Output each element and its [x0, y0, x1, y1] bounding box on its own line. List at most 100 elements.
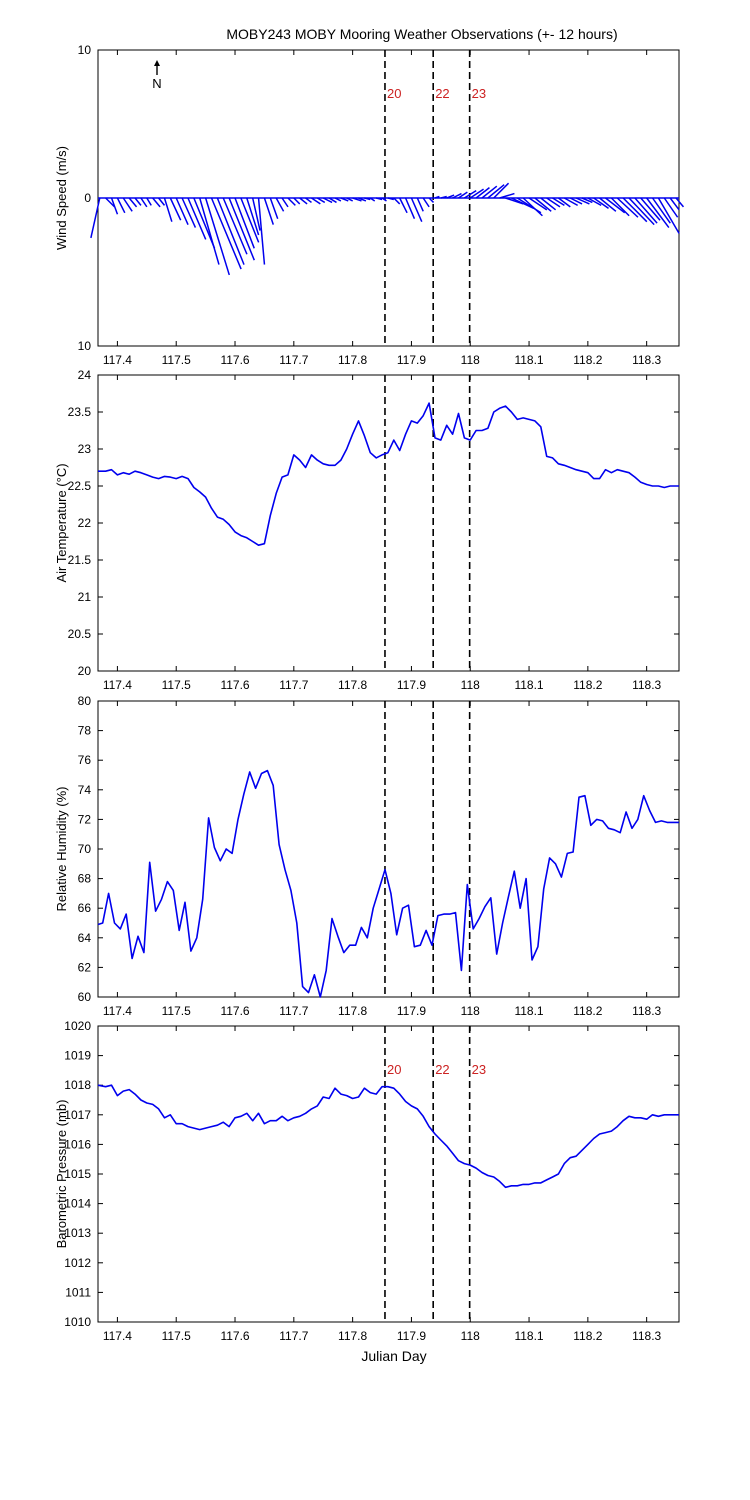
wind-vector — [246, 197, 260, 236]
wind-vector — [122, 197, 133, 212]
wind-vector — [257, 197, 266, 265]
series-line-barometric_pressure — [97, 1084, 679, 1189]
y-tick-label: 1020 — [64, 1019, 91, 1033]
panels: 117.4 117.5 117.6 117.7 117.8 117.9 118 118.1 11… — [54, 43, 685, 1343]
wind-vector — [534, 197, 552, 212]
y-tick-label: 20 — [78, 664, 92, 678]
wind-vector — [358, 197, 367, 202]
wind-vector — [475, 187, 490, 199]
wind-vector — [281, 197, 289, 208]
y-tick-label: 1016 — [64, 1137, 91, 1151]
wind-vector — [434, 195, 440, 199]
x-tick-label: 118.3 — [632, 353, 661, 367]
wind-vector — [169, 197, 182, 221]
y-tick-label: 60 — [78, 990, 92, 1004]
wind-vector — [469, 188, 484, 199]
wind-vector — [481, 185, 498, 199]
x-tick-label: 118.2 — [573, 353, 602, 367]
wind-vector — [216, 197, 245, 265]
wind-vector — [328, 197, 337, 204]
wind-vector — [599, 197, 617, 212]
x-tick-label: 117.4 — [103, 1004, 132, 1018]
wind-vector — [157, 197, 166, 206]
x-tick-label: 118.1 — [514, 1004, 543, 1018]
wind-vector — [352, 197, 362, 202]
y-tick-label: 1015 — [64, 1167, 91, 1181]
wind-vector — [634, 197, 658, 224]
wind-vector — [610, 197, 630, 217]
wind-vector — [399, 197, 408, 214]
wind-vector — [616, 197, 639, 218]
series-line-air_temperature — [98, 402, 679, 546]
x-tick-label: 117.8 — [338, 1329, 367, 1343]
wind-vector — [522, 197, 543, 217]
y-tick-label: 10 — [78, 43, 92, 57]
wind-vector — [305, 197, 312, 204]
y-tick-label: 80 — [78, 694, 92, 708]
wind-vector — [381, 197, 387, 202]
wind-vector — [528, 197, 548, 211]
y-tick-label: 62 — [78, 960, 92, 974]
y-tick-label: 20.5 — [68, 627, 92, 641]
wind-vector — [622, 197, 648, 223]
wind-vector — [540, 197, 557, 211]
wind-vector — [181, 197, 197, 228]
wind-vector — [222, 197, 248, 255]
wind-vector — [146, 197, 152, 206]
wind-vector — [234, 197, 255, 249]
x-tick-label: 118.2 — [573, 678, 602, 692]
wind-vector — [228, 197, 255, 261]
x-tick-label: 117.6 — [220, 353, 249, 367]
x-tick-label: 117.4 — [103, 678, 132, 692]
y-tick-label: 1017 — [64, 1108, 91, 1122]
wind-vector — [175, 197, 189, 225]
x-tick-label: 118.3 — [632, 1004, 661, 1018]
wind-vector — [569, 197, 583, 205]
x-tick-label: 118 — [461, 1004, 480, 1018]
x-tick-label: 118.3 — [632, 678, 661, 692]
wind-vector — [458, 191, 468, 199]
y-tick-label: 68 — [78, 872, 92, 886]
marker-label: 23 — [472, 1062, 486, 1077]
x-tick-label: 117.7 — [279, 678, 308, 692]
x-tick-label: 117.9 — [397, 1004, 426, 1018]
wind-vector — [210, 197, 242, 270]
wind-vector — [646, 197, 670, 229]
y-tick-label: 1014 — [64, 1197, 91, 1211]
y-tick-label: 78 — [78, 724, 92, 738]
wind-vector — [581, 197, 593, 204]
wind-vector — [546, 197, 561, 208]
wind-vector — [487, 184, 505, 199]
wind-vector — [334, 197, 342, 202]
wind-vector — [387, 197, 395, 201]
y-axis-title: Relative Humidity (%) — [54, 787, 69, 912]
x-tick-label: 117.8 — [338, 1004, 367, 1018]
wind-vector — [322, 197, 333, 204]
wind-vector — [557, 197, 571, 208]
panel-wind: 117.4 117.5 117.6 117.7 117.8 117.9 118 118.1 11… — [54, 43, 685, 367]
wind-vector — [663, 197, 679, 218]
x-tick-label: 118.2 — [573, 1004, 602, 1018]
wind-vector — [263, 197, 275, 225]
y-tick-label: 21.5 — [68, 553, 92, 567]
x-tick-label: 118.2 — [573, 1329, 602, 1343]
x-tick-label: 117.7 — [279, 353, 308, 367]
x-tick-label: 117.5 — [162, 678, 191, 692]
x-tick-label: 117.9 — [397, 353, 426, 367]
axes-box — [97, 374, 680, 672]
wind-vector — [251, 197, 261, 231]
x-tick-label: 118.1 — [514, 678, 543, 692]
x-tick-label: 117.4 — [103, 353, 132, 367]
x-tick-label: 117.9 — [397, 678, 426, 692]
y-axis-title: Wind Speed (m/s) — [54, 146, 69, 250]
wind-vector — [299, 197, 308, 205]
series-line-relative_humidity — [97, 769, 679, 998]
y-tick-label: 66 — [78, 901, 92, 915]
wind-vector — [187, 197, 207, 240]
wind-vector — [657, 197, 680, 234]
wind-vector — [440, 195, 447, 199]
wind-vector — [669, 197, 680, 211]
x-tick-label: 117.7 — [279, 1329, 308, 1343]
panel-air_temperature: 117.4 117.5 117.6 117.7 117.8 117.9 118 118.1 11… — [54, 368, 680, 692]
wind-vector — [404, 197, 416, 220]
